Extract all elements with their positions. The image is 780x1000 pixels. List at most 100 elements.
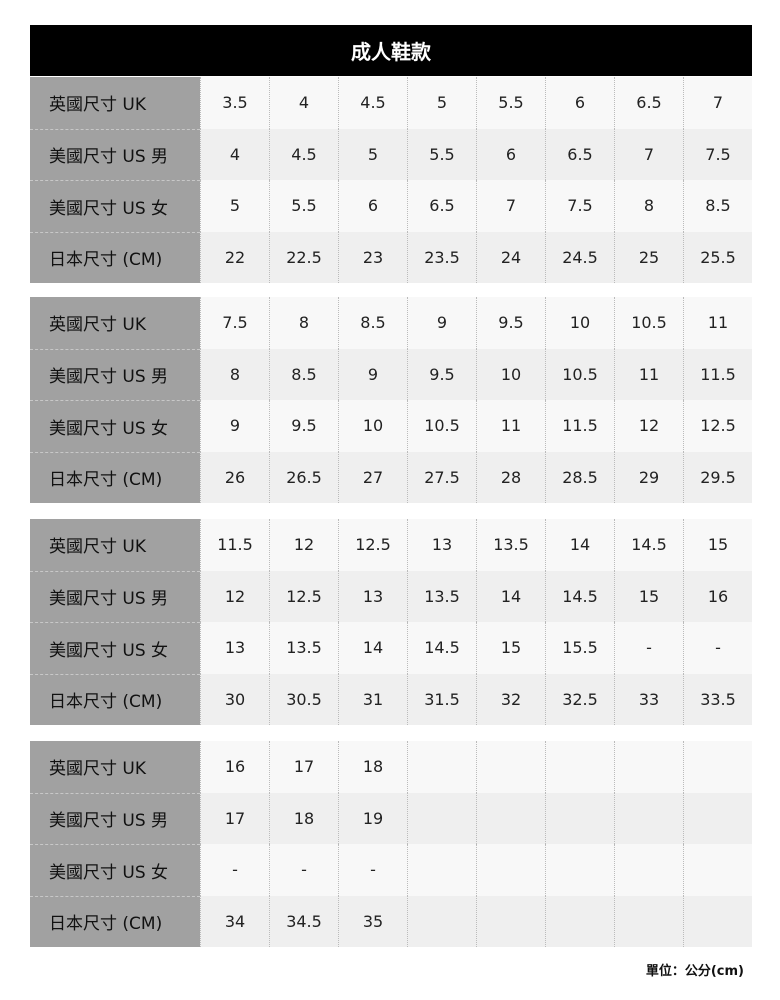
size-cell: 13.5 [407,570,476,622]
size-block: 英國尺寸 UK 3.5 4 4.5 5 5.5 6 6.5 7 美國尺寸 US 男 4 4.5 5 5.5… [30,77,752,283]
size-cell: 14.5 [407,622,476,674]
size-cell: 22.5 [269,231,338,283]
size-cell: 4 [200,128,269,180]
size-cell: 33.5 [683,673,752,725]
size-cell: 7 [476,180,545,232]
table-row: 英國尺寸 UK 3.5 4 4.5 5 5.5 6 6.5 7 [30,77,752,129]
row-label: 美國尺寸 US 男 [30,128,200,180]
table-row: 日本尺寸 (CM) 22 22.5 23 23.5 24 24.5 25 25.5 [30,231,752,283]
size-cell: 6.5 [407,180,476,232]
size-cell: 19 [338,792,407,844]
size-cell [545,741,614,793]
size-cell: 24.5 [545,231,614,283]
size-cell: 35 [338,895,407,947]
size-cell: 25.5 [683,231,752,283]
size-cell: 8 [614,180,683,232]
size-cell [614,895,683,947]
size-cell: 6 [545,77,614,129]
size-cell: 15 [476,622,545,674]
size-cell: 22 [200,231,269,283]
size-cell: 9 [200,400,269,452]
size-cell: - [338,844,407,896]
size-block: 英國尺寸 UK 16 17 18 美國尺寸 US 男 17 18 19 美國尺寸 US 女---… [30,741,752,947]
size-cell [683,792,752,844]
size-cell [545,895,614,947]
size-cell: 9.5 [269,400,338,452]
size-cell: 27 [338,451,407,503]
size-cell: 11.5 [683,348,752,400]
size-cell [407,741,476,793]
size-cell [683,895,752,947]
size-cell: 14.5 [614,519,683,571]
size-cell: 28.5 [545,451,614,503]
row-label: 美國尺寸 US 女 [30,844,200,896]
size-cell: 32.5 [545,673,614,725]
size-cell: 15.5 [545,622,614,674]
size-cell: 16 [200,741,269,793]
size-cell: 5 [407,77,476,129]
size-cell [407,792,476,844]
table-row: 美國尺寸 US 男 17 18 19 [30,792,752,844]
size-cell: 30.5 [269,673,338,725]
size-cell: - [269,844,338,896]
size-cell: 11.5 [200,519,269,571]
size-cell: 13 [338,570,407,622]
size-cell: 18 [338,741,407,793]
size-cell [614,792,683,844]
size-cell: 9 [407,297,476,349]
size-cell: 7.5 [683,128,752,180]
size-cell: 31 [338,673,407,725]
row-label: 英國尺寸 UK [30,297,200,349]
size-cell: - [614,622,683,674]
size-cell: 28 [476,451,545,503]
table-row: 英國尺寸 UK 16 17 18 [30,741,752,793]
size-cell: 12.5 [338,519,407,571]
size-cell: 15 [683,519,752,571]
size-block: 英國尺寸 UK 7.5 8 8.5 9 9.5 10 10.5 11 美國尺寸 US 男 8 8.5 9… [30,297,752,503]
size-cell: 12 [614,400,683,452]
size-cell: 12 [269,519,338,571]
table-row: 美國尺寸 US 女 9 9.5 10 10.5 11 11.5 12 12.5 [30,400,752,452]
size-cell: 6.5 [545,128,614,180]
size-cell: 4.5 [338,77,407,129]
size-cell [614,844,683,896]
size-cell: 26.5 [269,451,338,503]
size-block: 英國尺寸 UK 11.5 12 12.5 13 13.5 14 14.5 15 美國尺寸 US 男… [30,519,752,725]
size-cell: 8 [269,297,338,349]
size-cell: 9.5 [476,297,545,349]
size-cell: 12 [200,570,269,622]
size-cell: 14.5 [545,570,614,622]
size-cell: 9.5 [407,348,476,400]
size-cell: 31.5 [407,673,476,725]
size-cell: 5 [338,128,407,180]
table-row: 英國尺寸 UK 7.5 8 8.5 9 9.5 10 10.5 11 [30,297,752,349]
size-cell: 23.5 [407,231,476,283]
size-cell [407,844,476,896]
row-label: 美國尺寸 US 男 [30,792,200,844]
size-cell: 13 [407,519,476,571]
row-label: 日本尺寸 (CM) [30,451,200,503]
unit-note: 單位：公分(cm) [645,964,744,979]
size-cell: 5.5 [407,128,476,180]
size-cell: 30 [200,673,269,725]
size-cell: 7.5 [200,297,269,349]
size-cell: 10.5 [545,348,614,400]
table-title: 成人鞋款 [30,25,752,76]
size-cell [614,741,683,793]
size-cell: 17 [269,741,338,793]
row-label: 日本尺寸 (CM) [30,231,200,283]
size-cell: 27.5 [407,451,476,503]
row-label: 美國尺寸 US 女 [30,180,200,232]
row-label: 英國尺寸 UK [30,741,200,793]
size-cell: 7.5 [545,180,614,232]
row-label: 日本尺寸 (CM) [30,895,200,947]
table-row: 日本尺寸 (CM) 26 26.5 27 27.5 28 28.5 29 29.5 [30,451,752,503]
table-row: 美國尺寸 US 女--- [30,844,752,896]
size-cell: 5.5 [476,77,545,129]
size-cell: 10 [545,297,614,349]
size-cell: 11.5 [545,400,614,452]
size-cell: 14 [338,622,407,674]
size-cell: 26 [200,451,269,503]
table-row: 日本尺寸 (CM) 34 34.5 35 [30,895,752,947]
size-cell: - [683,622,752,674]
